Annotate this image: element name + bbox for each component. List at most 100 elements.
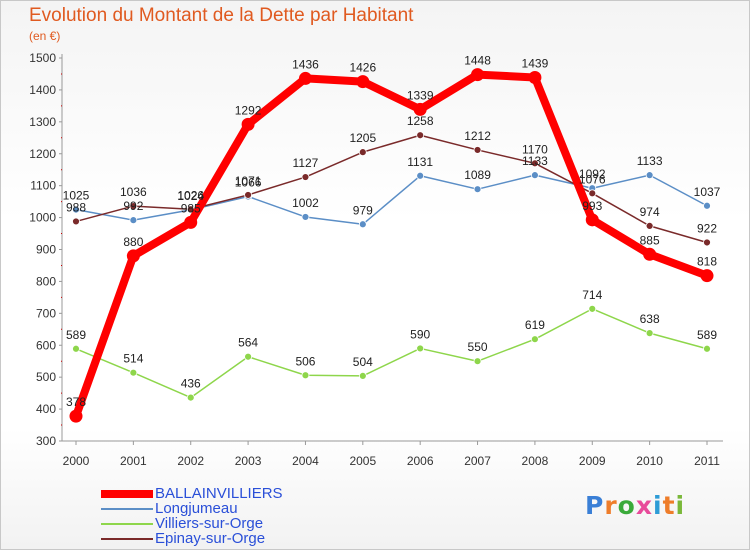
data-point (72, 344, 80, 353)
logo-letter: t (662, 491, 676, 520)
data-label: 1026 (177, 188, 204, 202)
logo-letter: P (585, 491, 605, 520)
y-tick-label: 1000 (29, 211, 56, 225)
data-label: 885 (640, 233, 660, 247)
data-label: 436 (181, 377, 201, 391)
data-label: 922 (697, 221, 717, 235)
data-point (69, 409, 83, 423)
x-tick-label: 2006 (407, 454, 434, 468)
data-label: 619 (525, 318, 545, 332)
data-label: 818 (697, 255, 717, 269)
data-point (416, 131, 425, 140)
data-label: 1092 (579, 167, 606, 181)
legend-label: BALLAINVILLIERS (155, 485, 283, 502)
x-tick-label: 2001 (120, 454, 147, 468)
data-point (473, 185, 482, 194)
data-label: 1436 (292, 57, 319, 71)
data-point (471, 68, 485, 82)
data-point (301, 213, 310, 221)
data-label: 1133 (637, 154, 663, 168)
data-point (358, 148, 367, 157)
data-point (186, 393, 195, 402)
data-label: 514 (123, 352, 143, 366)
legend-swatch (101, 538, 153, 540)
legend-label: Longjumeau (155, 500, 238, 517)
legend-swatch (101, 508, 153, 510)
y-tick-label: 900 (36, 243, 56, 257)
data-label: 550 (468, 340, 488, 354)
data-point (72, 205, 80, 214)
y-tick-label: 600 (36, 338, 56, 352)
data-point (241, 117, 255, 131)
data-label: 1071 (235, 174, 262, 188)
data-label: 993 (582, 199, 602, 213)
data-point (301, 371, 310, 380)
data-point (473, 146, 482, 154)
data-point (416, 344, 425, 353)
y-tick-label: 1500 (29, 51, 56, 65)
series-line-0 (72, 70, 711, 421)
series-line-1 (75, 174, 708, 226)
data-point (72, 217, 80, 226)
data-label: 1205 (349, 131, 376, 145)
data-point (585, 213, 599, 227)
data-label: 1258 (407, 114, 434, 128)
data-label: 378 (66, 395, 86, 409)
data-label: 1036 (120, 185, 147, 199)
data-point (356, 75, 370, 89)
y-tick-label: 700 (36, 306, 56, 320)
x-tick-label: 2003 (235, 454, 262, 468)
x-tick-label: 2010 (636, 454, 663, 468)
legend-label: Villiers-sur-Orge (155, 515, 264, 532)
y-tick-label: 1200 (29, 147, 56, 161)
logo-letter: x (635, 491, 653, 520)
data-point (358, 220, 367, 229)
data-label: 880 (123, 235, 143, 249)
x-tick-label: 2009 (579, 454, 606, 468)
data-point (301, 173, 310, 181)
data-point (645, 221, 654, 230)
logo-letter: i (653, 491, 663, 520)
data-label: 1339 (407, 88, 434, 102)
data-point (531, 171, 539, 180)
y-tick-label: 300 (36, 434, 56, 448)
data-label: 1025 (63, 189, 90, 203)
data-point (244, 191, 252, 199)
proxiti-logo: Proxiti (585, 491, 685, 520)
y-tick-label: 1100 (30, 179, 56, 193)
data-label: 1448 (464, 54, 491, 68)
unit-label: (en €) (29, 29, 61, 43)
data-point (413, 102, 427, 116)
data-label: 590 (410, 327, 430, 341)
data-label: 638 (640, 312, 660, 326)
y-tick-label: 1400 (29, 83, 56, 97)
series-line-3 (75, 134, 708, 244)
data-point (588, 304, 597, 313)
y-tick-label: 500 (36, 370, 56, 384)
y-tick-label: 400 (36, 402, 56, 416)
x-tick-label: 2004 (292, 454, 319, 468)
data-point (531, 335, 539, 344)
data-label: 1292 (235, 103, 262, 117)
y-tick-label: 1300 (29, 115, 56, 129)
data-point (129, 202, 138, 210)
x-tick-label: 2011 (694, 454, 720, 468)
data-point (129, 216, 138, 225)
data-point (298, 71, 312, 85)
x-tick-label: 2005 (349, 454, 376, 468)
x-tick-label: 2002 (177, 454, 204, 468)
data-label: 1066 (235, 176, 262, 190)
data-label: 1002 (292, 196, 319, 210)
data-point (700, 269, 714, 283)
data-label: 1024 (177, 189, 204, 203)
data-point (126, 249, 140, 263)
data-point (588, 189, 597, 198)
logo-letter: i (675, 491, 686, 520)
data-label: 589 (66, 328, 86, 342)
data-label: 1131 (407, 155, 433, 169)
y-tick-label: 800 (36, 274, 56, 288)
data-label: 714 (582, 288, 602, 302)
data-point (129, 368, 138, 377)
